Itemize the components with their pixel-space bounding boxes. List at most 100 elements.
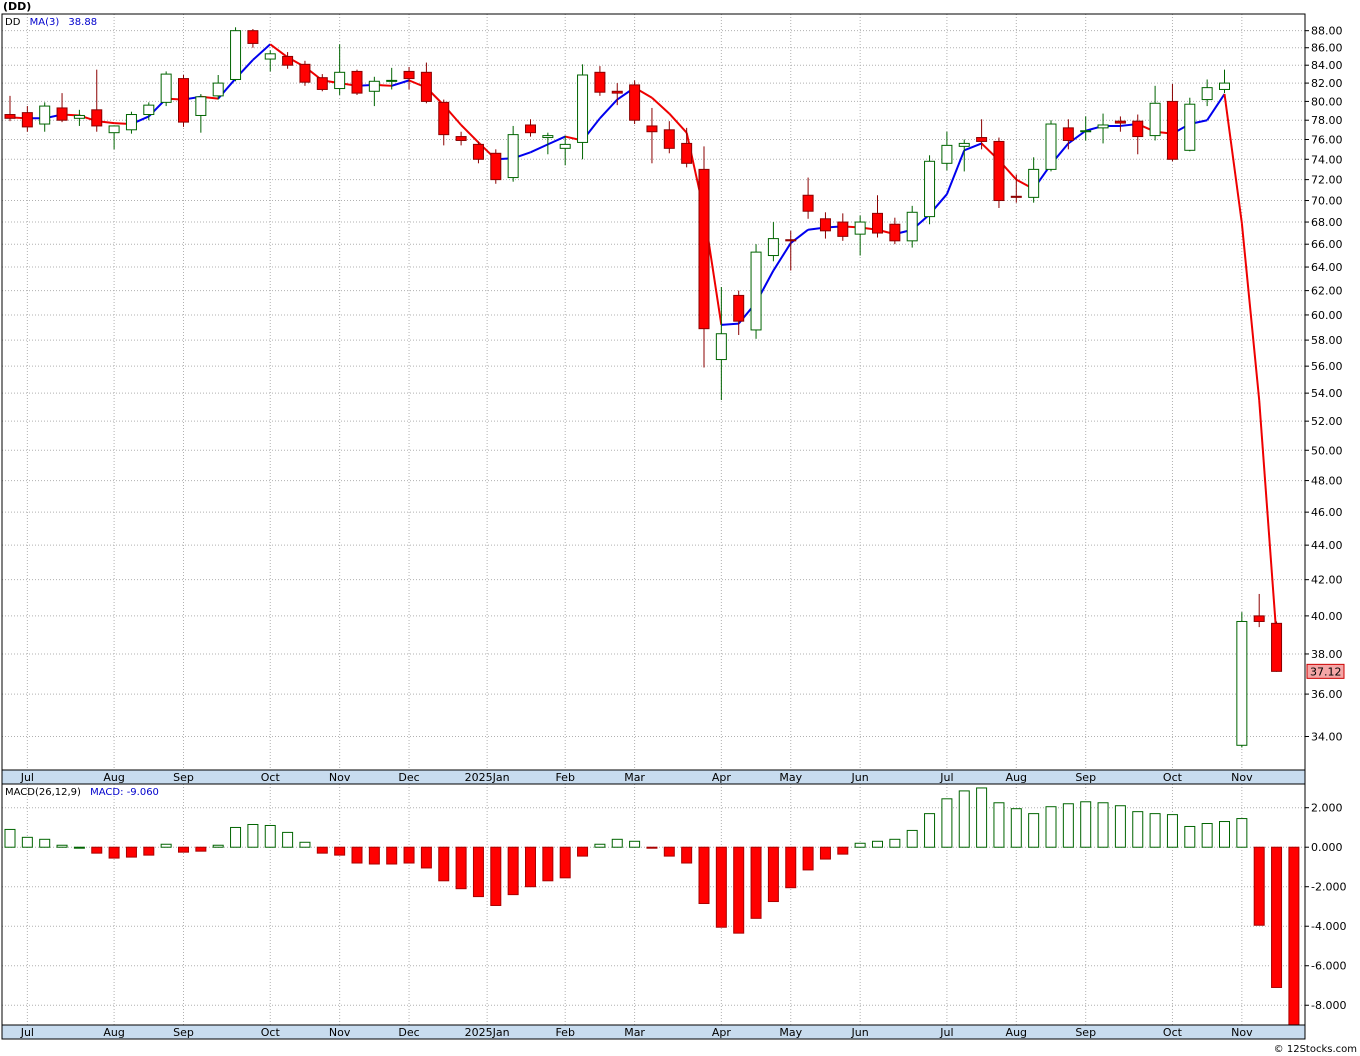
macd-bar	[906, 829, 918, 848]
last-price-tag: 37.12	[1306, 663, 1345, 679]
price-tick-label: 36.00	[1311, 688, 1343, 701]
candle	[1236, 612, 1248, 748]
watermark: © 12Stocks.com	[1274, 1044, 1357, 1055]
month-label: Nov	[329, 1026, 351, 1039]
month-label: Jul	[20, 1026, 34, 1039]
month-label: May	[779, 771, 802, 784]
candle	[490, 149, 502, 184]
candle-body	[125, 114, 137, 131]
candle-body	[1028, 168, 1040, 198]
ma-segment	[599, 98, 618, 119]
macd-tick-label: -2.000	[1311, 881, 1346, 894]
candle	[73, 109, 85, 126]
ma-segment	[721, 322, 739, 326]
candle-body	[1271, 622, 1283, 672]
ma-segment	[945, 149, 966, 195]
price-tick-label: 42.00	[1311, 574, 1343, 587]
macd-bar	[282, 831, 294, 848]
macd-bar	[264, 824, 276, 848]
candle	[646, 107, 658, 164]
macd-bar	[854, 842, 866, 848]
month-label: Mar	[624, 1026, 645, 1039]
candle	[889, 217, 901, 245]
candle	[629, 80, 641, 125]
macd-bar	[490, 846, 502, 906]
price-tick-label: 60.00	[1311, 309, 1343, 322]
macd-bar	[819, 846, 831, 860]
macd-tick-label: 2.000	[1311, 802, 1343, 815]
candle-body	[1097, 124, 1109, 129]
month-axis-bottom-bar	[1, 1024, 1306, 1040]
ma-segment	[1258, 399, 1278, 638]
price-tick-label: 72.00	[1311, 174, 1343, 187]
macd-bar	[1288, 846, 1300, 1027]
candle-body	[611, 90, 623, 94]
price-tick-label: 50.00	[1311, 444, 1343, 457]
candle	[542, 132, 554, 155]
candle-body	[143, 104, 155, 116]
candle-body	[993, 140, 1005, 202]
macd-bar	[941, 798, 953, 848]
macd-bar	[976, 787, 988, 848]
price-tick-label: 68.00	[1311, 216, 1343, 229]
month-label: Aug	[1006, 1026, 1027, 1039]
month-label: Oct	[1163, 771, 1183, 784]
macd-bar	[1219, 821, 1230, 848]
macd-bar	[1010, 808, 1022, 848]
month-label: Oct	[261, 1026, 281, 1039]
macd-bar	[698, 846, 710, 905]
macd-bar	[889, 838, 901, 848]
candle-body	[802, 194, 814, 212]
candle-body	[750, 251, 762, 331]
candle-body	[646, 125, 658, 133]
macd-bar	[91, 846, 103, 854]
candle-body	[21, 112, 33, 128]
candle-body	[976, 137, 988, 142]
month-label: Apr	[712, 1026, 732, 1039]
price-tick-label: 82.00	[1311, 77, 1343, 90]
macd-bar	[1271, 846, 1283, 988]
macd-bar	[39, 838, 51, 848]
candle-body	[924, 160, 936, 218]
candle	[872, 195, 883, 238]
last-price-tag-box	[1306, 663, 1345, 679]
price-tick-label: 86.00	[1311, 42, 1343, 55]
candle-body	[316, 77, 328, 90]
price-tick-label: 80.00	[1311, 95, 1343, 108]
candle	[230, 27, 242, 82]
ma-segment	[269, 43, 289, 59]
candle	[455, 131, 467, 146]
macd-legend-label: MACD(26,12,9)	[5, 787, 81, 798]
macd-tick-label: 0.000	[1311, 841, 1343, 854]
month-label: Feb	[555, 771, 574, 784]
macd-bar	[924, 813, 936, 848]
ma-segment	[530, 143, 549, 154]
candle	[4, 95, 16, 122]
candle	[108, 125, 120, 150]
candle	[611, 83, 623, 106]
month-label: Jul	[939, 771, 953, 784]
candle-body	[733, 294, 745, 322]
candle-body	[1236, 620, 1248, 746]
month-label: Sep	[1075, 1026, 1096, 1039]
month-label: Sep	[173, 771, 194, 784]
candle-body	[299, 63, 311, 83]
candle	[247, 28, 259, 48]
ma-segment	[1240, 223, 1261, 401]
candle	[282, 52, 294, 69]
macd-bar	[1097, 802, 1109, 848]
macd-bar	[663, 846, 675, 857]
price-legend: DD MA(3) 38.88	[5, 17, 97, 28]
candle-body	[334, 71, 346, 90]
macd-bar	[1253, 846, 1265, 926]
candle	[195, 94, 207, 133]
candle	[1219, 69, 1230, 94]
candle	[334, 44, 346, 95]
candle-body	[854, 221, 866, 235]
candle	[1045, 120, 1057, 172]
macd-bar	[1184, 825, 1196, 848]
candle	[56, 93, 68, 123]
macd-bar	[420, 846, 432, 869]
month-label: Oct	[261, 771, 281, 784]
